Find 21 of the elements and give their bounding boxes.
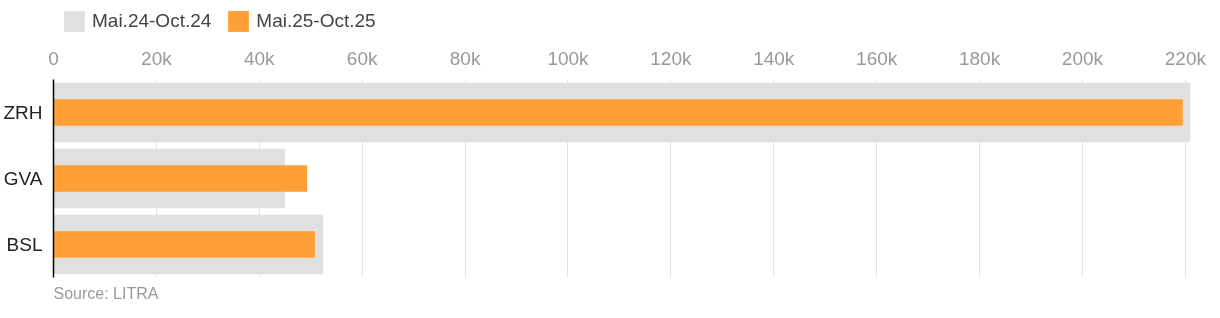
x-tick-label: 160k bbox=[856, 47, 898, 69]
y-tick-label: GVA bbox=[3, 168, 43, 189]
x-tick-label: 60k bbox=[346, 47, 378, 69]
x-tick-label: 20k bbox=[141, 47, 173, 69]
x-tick-label: 180k bbox=[958, 47, 1001, 69]
x-tick-label: 200k bbox=[1061, 47, 1104, 69]
x-tick-label: 40k bbox=[243, 47, 276, 69]
source-note: Source: LITRA bbox=[53, 284, 159, 302]
x-tick-label: 220k bbox=[1164, 47, 1207, 69]
legend-label: Mai.24-Oct.24 bbox=[92, 10, 212, 32]
x-tick-label: 0 bbox=[48, 47, 59, 69]
bar bbox=[53, 231, 315, 258]
y-tick-label: BSL bbox=[6, 234, 43, 255]
y-tick-label: ZRH bbox=[3, 102, 43, 123]
x-tick-label: 80k bbox=[449, 47, 481, 69]
bar bbox=[53, 165, 308, 192]
bar bbox=[53, 99, 1183, 126]
x-tick-label: 140k bbox=[753, 47, 795, 69]
legend-label: Mai.25-Oct.25 bbox=[256, 10, 376, 32]
x-tick-label: 100k bbox=[547, 47, 590, 69]
x-tick-label: 120k bbox=[650, 47, 692, 69]
